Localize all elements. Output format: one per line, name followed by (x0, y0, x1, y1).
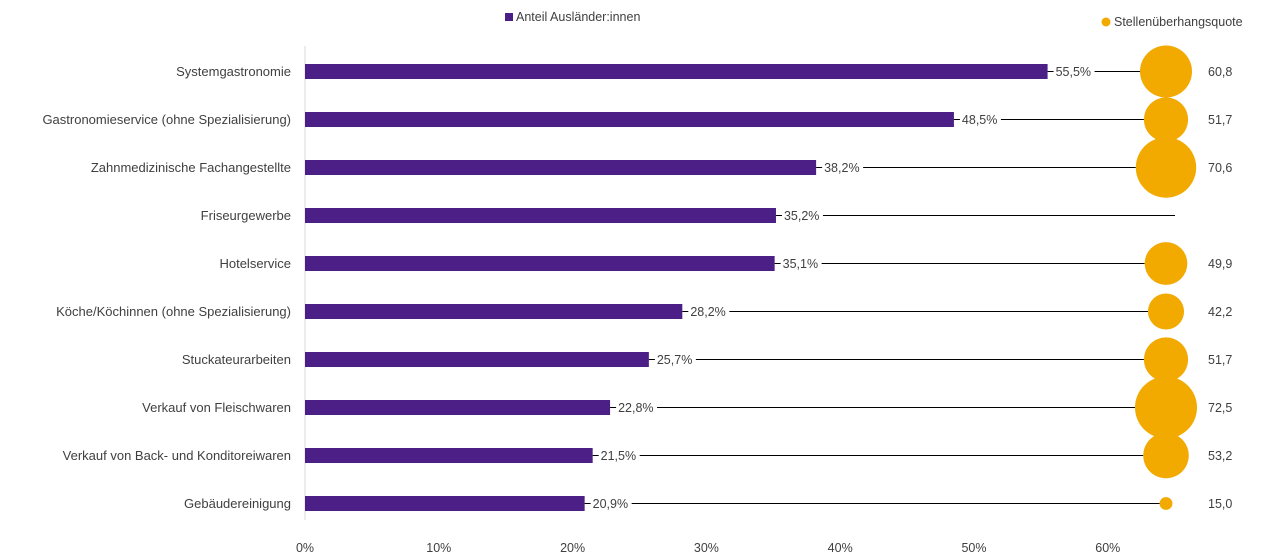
bubble (1144, 242, 1188, 285)
bar (305, 400, 611, 415)
bubble-value-label: 49,9 (1208, 257, 1232, 271)
bar-value-label: 35,1% (783, 257, 818, 271)
bar-value-label: 22,8% (618, 401, 653, 415)
bar (305, 352, 649, 367)
bar-value-label: 20,9% (593, 497, 628, 511)
bar-value-label: 55,5% (1056, 65, 1091, 79)
category-label: Friseurgewerbe (201, 208, 291, 223)
bubble-value-label: 15,0 (1208, 497, 1232, 511)
bar (305, 64, 1048, 79)
bubble-value-label: 42,2 (1208, 305, 1232, 319)
x-tick-label: 30% (694, 541, 719, 555)
legend-swatch-bubble (1101, 17, 1111, 27)
bubble-value-label: 60,8 (1208, 65, 1232, 79)
bubble (1135, 376, 1197, 439)
bar-value-label: 35,2% (784, 209, 819, 223)
category-label: Verkauf von Fleischwaren (142, 400, 291, 415)
x-tick-label: 20% (560, 541, 585, 555)
bubble (1143, 97, 1189, 142)
legend-label-bar: Anteil Ausländer:innen (516, 10, 640, 24)
bubble (1135, 137, 1197, 198)
category-label: Stuckateurarbeiten (182, 352, 291, 367)
bubble (1143, 432, 1189, 479)
x-tick-label: 60% (1095, 541, 1120, 555)
x-tick-label: 50% (961, 541, 986, 555)
bar-value-label: 25,7% (657, 353, 692, 367)
bar (305, 496, 585, 511)
bar-value-label: 28,2% (690, 305, 725, 319)
bar-value-label: 38,2% (824, 161, 859, 175)
bubble-value-label: 51,7 (1208, 353, 1232, 367)
bar (305, 304, 683, 319)
bar (305, 208, 776, 223)
x-tick-label: 40% (828, 541, 853, 555)
bubble-value-label: 72,5 (1208, 401, 1232, 415)
bubble (1159, 497, 1173, 510)
bubble (1140, 45, 1192, 98)
legend-label-bubble: Stellenüberhangsquote (1114, 15, 1243, 29)
bar-value-label: 48,5% (962, 113, 997, 127)
bar (305, 256, 775, 271)
x-tick-label: 10% (426, 541, 451, 555)
category-label: Köche/Köchinnen (ohne Spezialisierung) (56, 304, 291, 319)
x-tick-label: 0% (296, 541, 314, 555)
bubble (1143, 337, 1189, 382)
bubble (1147, 293, 1185, 330)
bar (305, 448, 593, 463)
bar (305, 112, 954, 127)
category-label: Verkauf von Back- und Konditoreiwaren (63, 448, 291, 463)
bubble-value-label: 53,2 (1208, 449, 1232, 463)
legend-swatch-bar (505, 13, 513, 21)
category-label: Hotelservice (219, 256, 291, 271)
category-label: Systemgastronomie (176, 64, 291, 79)
bar-value-label: 21,5% (601, 449, 636, 463)
bar (305, 160, 817, 175)
category-label: Gebäudereinigung (184, 496, 291, 511)
bubble-value-label: 51,7 (1208, 113, 1232, 127)
category-label: Zahnmedizinische Fachangestellte (91, 160, 291, 175)
category-label: Gastronomieservice (ohne Spezialisierung… (42, 112, 291, 127)
bubble-value-label: 70,6 (1208, 161, 1232, 175)
